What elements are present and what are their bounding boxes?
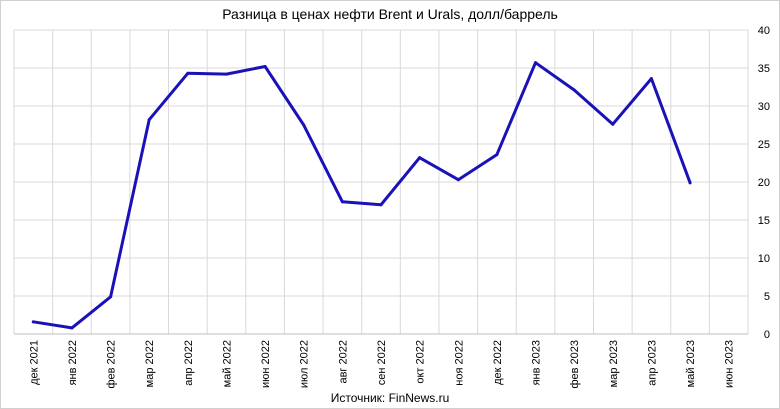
x-tick-label: май 2022 bbox=[221, 340, 233, 387]
x-tick-label: июн 2022 bbox=[260, 340, 272, 388]
y-tick-label: 40 bbox=[758, 25, 770, 37]
data-point bbox=[611, 122, 615, 126]
data-point bbox=[31, 320, 35, 324]
data-point bbox=[572, 88, 576, 92]
data-point bbox=[418, 156, 422, 160]
x-tick-label: авг 2022 bbox=[337, 340, 349, 384]
y-tick-label: 10 bbox=[758, 253, 770, 265]
x-tick-label: окт 2022 bbox=[415, 340, 427, 384]
x-tick-label: ноя 2022 bbox=[453, 340, 465, 386]
y-tick-label: 15 bbox=[758, 215, 770, 227]
source-note: Источник: FinNews.ru bbox=[330, 391, 450, 405]
data-point bbox=[263, 64, 267, 68]
y-tick-label: 25 bbox=[758, 139, 770, 151]
y-tick-label: 35 bbox=[758, 63, 770, 75]
x-tick-label: июл 2022 bbox=[299, 340, 311, 388]
y-tick-label: 20 bbox=[758, 177, 770, 189]
x-tick-label: янв 2023 bbox=[531, 340, 543, 385]
data-point bbox=[70, 326, 74, 330]
series-line bbox=[31, 61, 692, 330]
data-point bbox=[302, 123, 306, 127]
data-point bbox=[456, 178, 460, 182]
x-tick-label: дек 2022 bbox=[492, 340, 504, 385]
data-point bbox=[224, 72, 228, 76]
x-tick-label: мар 2023 bbox=[608, 340, 620, 387]
x-tick-label: май 2023 bbox=[685, 340, 697, 387]
chart-title: Разница в ценах нефти Brent и Urals, дол… bbox=[222, 6, 558, 22]
grid-lines bbox=[13, 29, 749, 335]
data-point bbox=[186, 71, 190, 75]
data-point bbox=[534, 61, 538, 65]
data-point bbox=[379, 203, 383, 207]
x-tick-labels: дек 2021 янв 2022 фев 2022 мар 2022 апр 2022… bbox=[28, 340, 735, 389]
data-point bbox=[688, 181, 692, 185]
x-tick-label: сен 2022 bbox=[376, 340, 388, 385]
x-tick-label: апр 2023 bbox=[646, 340, 658, 386]
y-tick-label: 0 bbox=[764, 329, 770, 341]
data-point bbox=[340, 200, 344, 204]
series-group bbox=[31, 61, 692, 330]
x-tick-label: фев 2022 bbox=[106, 340, 118, 389]
x-tick-label: апр 2022 bbox=[183, 340, 195, 386]
x-tick-label: мар 2022 bbox=[144, 340, 156, 387]
x-tick-label: фев 2023 bbox=[569, 340, 581, 389]
y-tick-labels: 0 5 10 15 20 25 30 35 40 bbox=[758, 25, 770, 341]
y-tick-label: 30 bbox=[758, 101, 770, 113]
x-tick-label: июн 2023 bbox=[724, 340, 736, 388]
y-tick-label: 5 bbox=[764, 291, 770, 303]
data-point bbox=[147, 118, 151, 122]
data-point bbox=[109, 295, 113, 299]
x-tick-label: янв 2022 bbox=[67, 340, 79, 385]
data-point bbox=[495, 153, 499, 157]
x-tick-label: дек 2021 bbox=[28, 340, 40, 385]
data-point bbox=[649, 77, 653, 81]
